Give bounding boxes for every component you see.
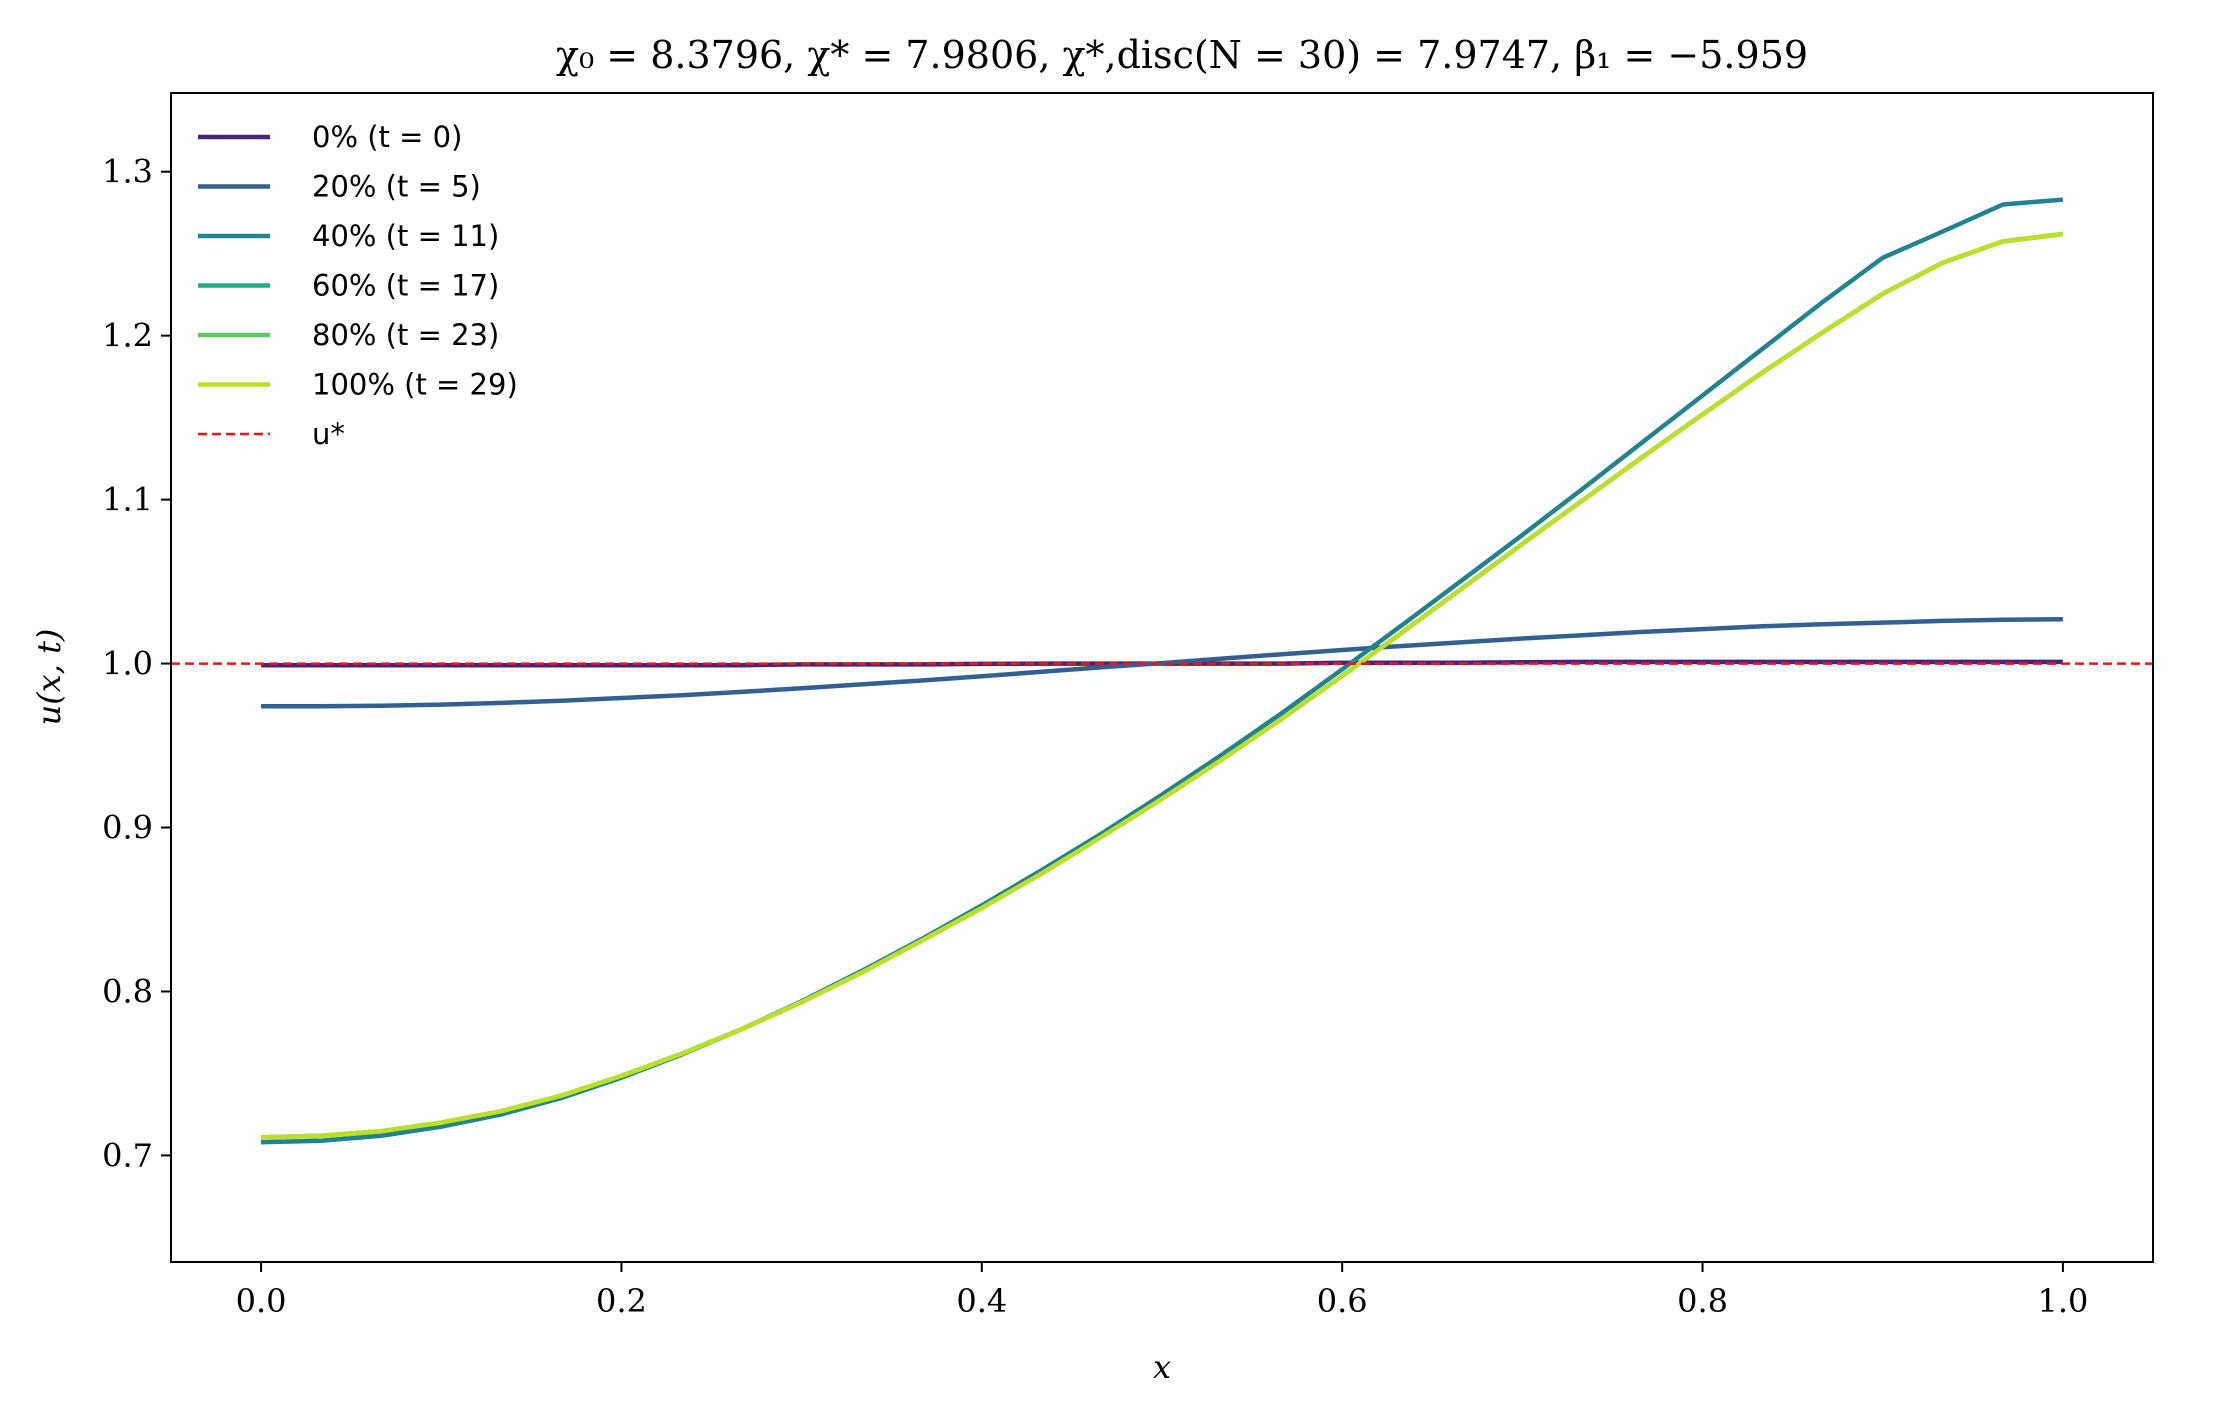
legend: 0% (t = 0) 20% (t = 5) 40% (t = 11) 60% (t … [198, 120, 518, 451]
series-line-5 [261, 231, 2064, 1140]
legend-label: u* [312, 417, 345, 451]
x-tick-label: 0.6 [1317, 1282, 1368, 1320]
x-axis: 0.0 0.2 0.4 0.6 0.8 1.0 [236, 1262, 2088, 1320]
legend-label: 100% (t = 29) [312, 368, 518, 402]
y-tick-label: 0.9 [102, 809, 153, 847]
series-line-2 [261, 197, 2064, 1145]
x-axis-label: x [1153, 1348, 1171, 1386]
x-tick-label: 0.4 [956, 1282, 1007, 1320]
x-tick-label: 0.8 [1677, 1282, 1728, 1320]
y-tick-label: 1.0 [102, 645, 153, 683]
legend-label: 60% (t = 17) [312, 269, 499, 303]
chart-title: χ₀ = 8.3796, χ* = 7.9806, χ*,disc(N = 30… [556, 33, 1808, 77]
y-tick-label: 1.2 [102, 317, 153, 355]
plot-area [170, 92, 2154, 1263]
y-tick-label: 1.3 [102, 153, 153, 191]
x-tick-label: 1.0 [2037, 1282, 2088, 1320]
y-tick-label: 0.8 [102, 972, 153, 1010]
series-layer [171, 197, 2153, 1145]
legend-label: 20% (t = 5) [312, 170, 481, 204]
y-axis: 0.7 0.8 0.9 1.0 1.1 1.2 1.3 [102, 153, 171, 1174]
legend-label: 80% (t = 23) [312, 318, 499, 352]
legend-label: 40% (t = 11) [312, 219, 499, 253]
x-tick-label: 0.2 [596, 1282, 647, 1320]
legend-label: 0% (t = 0) [312, 120, 462, 154]
series-line-1 [261, 617, 2063, 709]
y-tick-label: 1.1 [102, 481, 153, 519]
y-tick-label: 0.7 [102, 1136, 153, 1174]
plot-frame [170, 92, 2154, 1263]
y-axis-label: u(x, t) [30, 629, 68, 726]
x-tick-label: 0.0 [236, 1282, 287, 1320]
